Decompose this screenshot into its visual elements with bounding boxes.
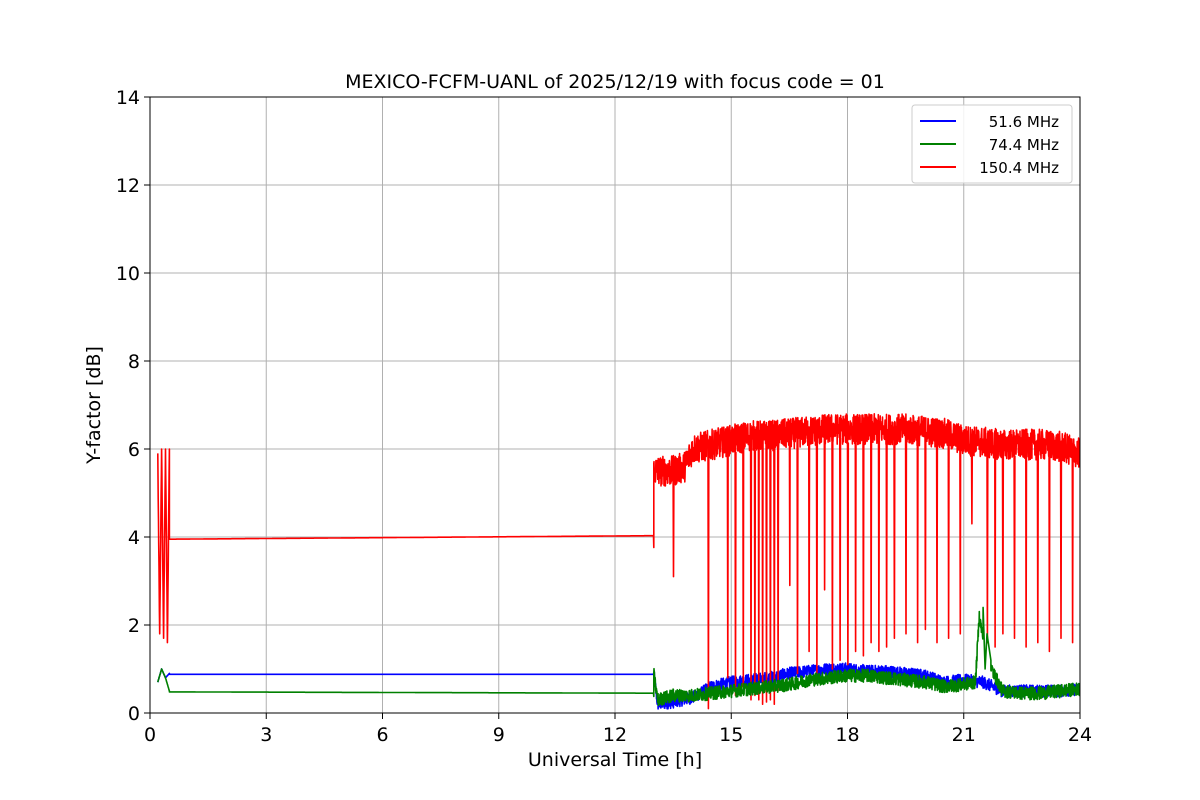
series-line-74-4-mhz xyxy=(157,606,1080,707)
x-tick-label: 21 xyxy=(952,724,976,746)
y-tick-label: 6 xyxy=(128,439,140,461)
y-tick-label: 4 xyxy=(128,527,140,549)
x-tick-label: 24 xyxy=(1068,724,1092,746)
plot-area xyxy=(157,413,1080,710)
x-axis-label: Universal Time [h] xyxy=(528,749,702,771)
x-tick-label: 12 xyxy=(603,724,627,746)
chart-title: MEXICO-FCFM-UANL of 2025/12/19 with focu… xyxy=(345,71,885,93)
legend-frame xyxy=(911,104,1073,184)
series-line-150-4-mhz xyxy=(157,413,1080,710)
legend-label: 51.6 MHz xyxy=(989,113,1059,131)
y-tick-label: 2 xyxy=(128,615,140,637)
series-line-51-6-mhz xyxy=(157,662,1080,710)
x-tick-label: 3 xyxy=(260,724,272,746)
y-tick-label: 10 xyxy=(116,263,140,285)
legend-label: 150.4 MHz xyxy=(979,159,1059,177)
y-tick-label: 0 xyxy=(128,703,140,725)
x-tick-label: 0 xyxy=(144,724,156,746)
y-tick-label: 14 xyxy=(116,87,140,109)
y-axis-label: Y-factor [dB] xyxy=(83,346,105,465)
x-tick-label: 6 xyxy=(376,724,388,746)
y-tick-label: 8 xyxy=(128,351,140,373)
legend: 51.6 MHz 74.4 MHz 150.4 MHz xyxy=(911,104,1073,184)
x-tick-label: 18 xyxy=(835,724,859,746)
x-tick-label: 15 xyxy=(719,724,743,746)
y-tick-label: 12 xyxy=(116,175,140,197)
legend-label: 74.4 MHz xyxy=(989,136,1059,154)
x-tick-label: 9 xyxy=(493,724,505,746)
